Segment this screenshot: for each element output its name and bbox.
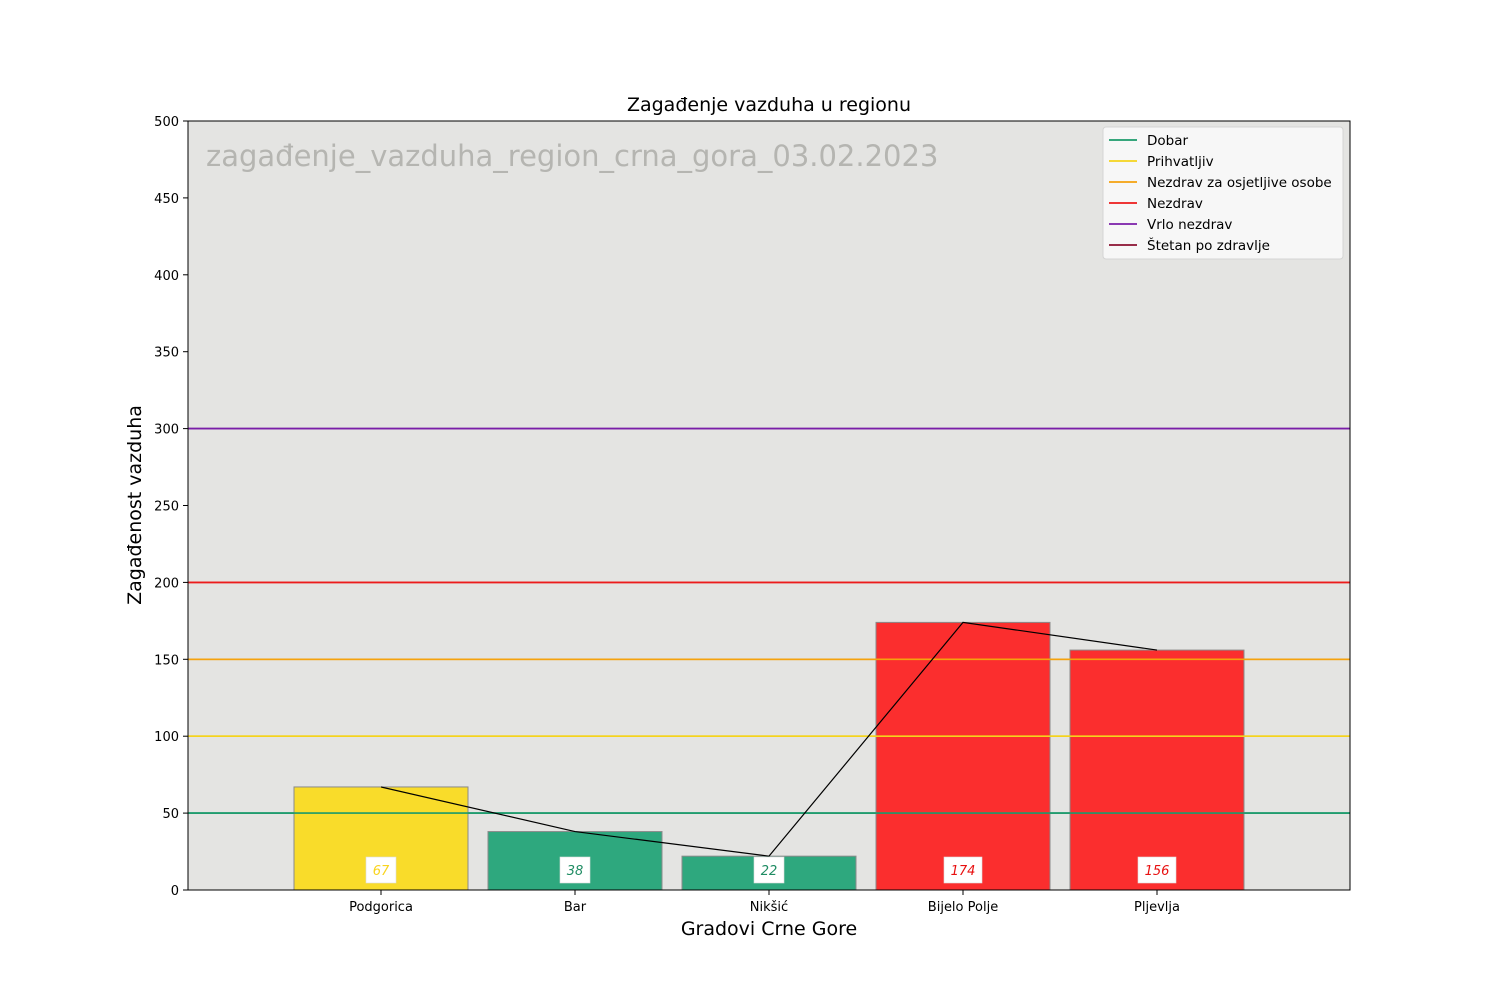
x-tick-label-4: Pljevlja [1134, 900, 1180, 915]
y-tick-label-4: 200 [154, 576, 179, 591]
y-tick-label-6: 300 [154, 423, 179, 438]
y-axis-label: Zagađenost vazduha [124, 405, 146, 605]
y-tick-label-8: 400 [154, 269, 179, 284]
x-tick-label-3: Bijelo Polje [928, 900, 998, 915]
y-tick-label-2: 100 [154, 730, 179, 745]
legend-label-0: Dobar [1147, 133, 1188, 149]
bar-4 [1069, 649, 1245, 891]
y-tick-label-5: 250 [154, 500, 179, 515]
data-label-0: 67 [373, 864, 390, 879]
y-tick-label-3: 150 [154, 653, 179, 668]
data-label-box-2 [753, 856, 785, 884]
x-tick-label-0: Podgorica [349, 900, 413, 915]
data-label-4: 156 [1145, 864, 1170, 879]
legend-label-5: Štetan po zdravlje [1147, 236, 1270, 254]
data-label-box-1 [559, 856, 591, 884]
x-tick-label-1: Bar [564, 900, 587, 915]
legend-box [1102, 126, 1344, 260]
data-label-box-0 [365, 856, 397, 884]
x-tick-label-2: Nikšić [750, 900, 788, 915]
legend: Dobar Prihvatljiv Nezdrav za osjetljive os… [1102, 126, 1344, 260]
x-axis-label: Gradovi Crne Gore [681, 918, 857, 940]
data-label-1: 38 [567, 864, 584, 879]
data-label-2: 22 [761, 864, 778, 879]
chart-title: Zagađenje vazduha u regionu [627, 94, 911, 116]
data-label-box-4 [1137, 856, 1177, 884]
y-tick-label-9: 450 [154, 192, 179, 207]
legend-label-2: Nezdrav za osjetljive osobe [1147, 175, 1332, 191]
data-label-3: 174 [951, 864, 976, 879]
y-tick-label-10: 500 [154, 115, 179, 130]
data-label-box-3 [943, 856, 983, 884]
y-tick-label-1: 50 [162, 807, 179, 822]
watermark-text: zagađenje_vazduha_region_crna_gora_03.02… [206, 139, 938, 173]
bar-3 [875, 621, 1051, 891]
y-tick-label-0: 0 [171, 884, 179, 899]
legend-label-3: Nezdrav [1147, 196, 1203, 212]
legend-label-4: Vrlo nezdrav [1147, 217, 1232, 233]
legend-label-1: Prihvatljiv [1147, 154, 1214, 170]
value-connecting-line [380, 621, 1158, 857]
y-tick-label-7: 350 [154, 346, 179, 361]
